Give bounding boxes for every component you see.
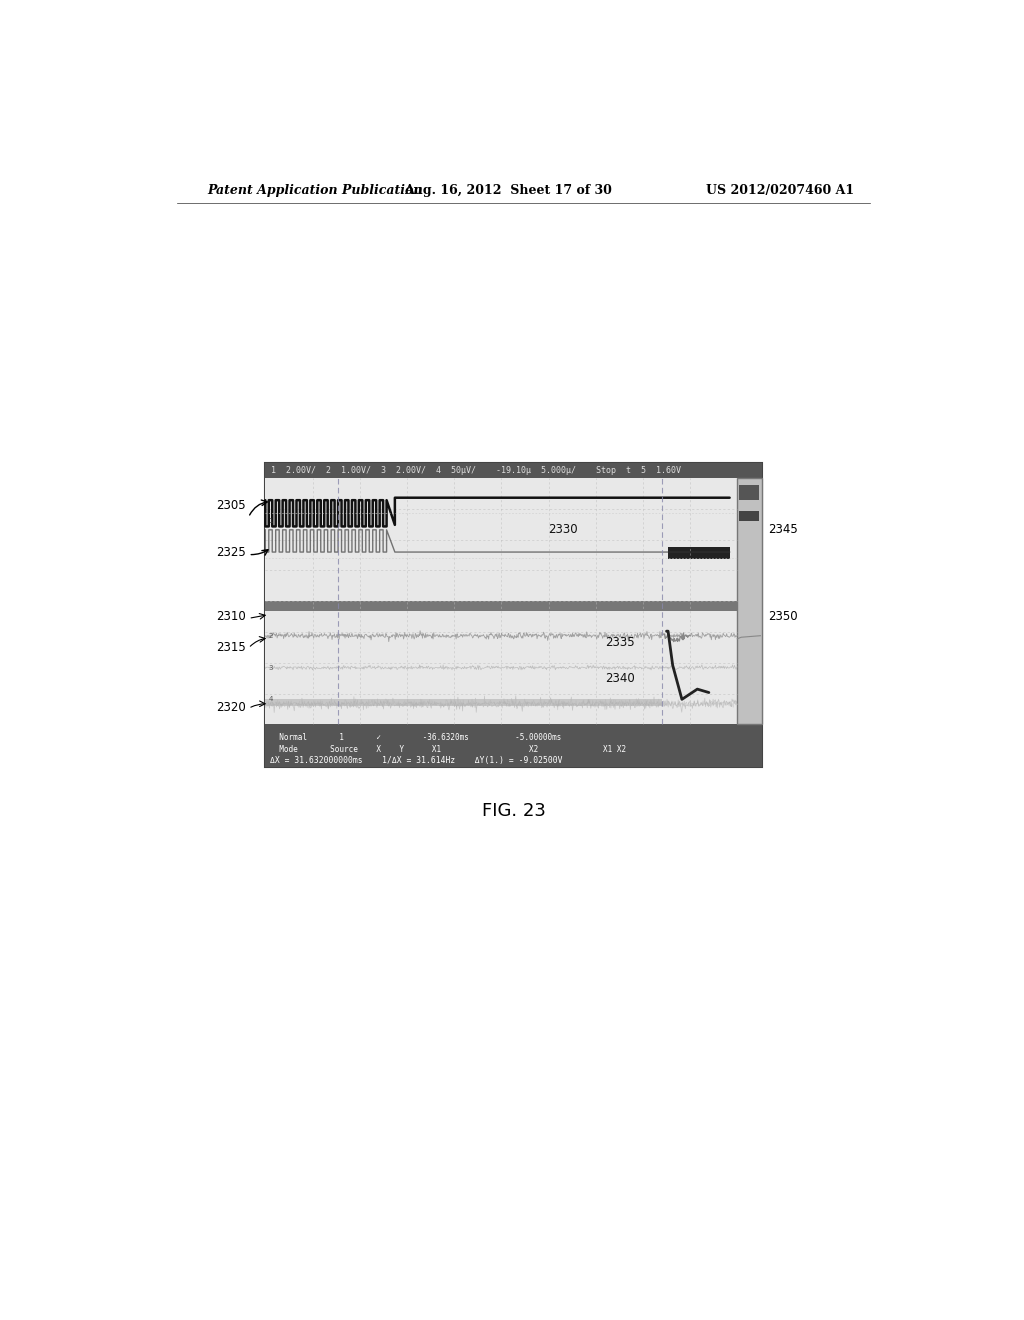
Text: Patent Application Publication: Patent Application Publication — [208, 185, 423, 197]
Text: 1: 1 — [268, 519, 272, 524]
Text: 2345: 2345 — [768, 523, 798, 536]
Text: 2: 2 — [268, 632, 272, 639]
Text: FIG. 23: FIG. 23 — [481, 803, 546, 820]
Bar — [265, 602, 737, 611]
Bar — [265, 725, 762, 767]
Bar — [265, 478, 762, 725]
Text: 2340: 2340 — [605, 672, 635, 685]
Text: Mode       Source    X    Y      X1                   X2              X1 X2: Mode Source X Y X1 X2 X1 X2 — [270, 746, 626, 754]
Bar — [265, 462, 762, 478]
Bar — [739, 486, 759, 500]
Text: Aug. 16, 2012  Sheet 17 of 30: Aug. 16, 2012 Sheet 17 of 30 — [403, 185, 611, 197]
Bar — [737, 478, 762, 725]
Text: 2335: 2335 — [605, 636, 635, 649]
Text: Normal       1       ✓         -36.6320ms          -5.00000ms: Normal 1 ✓ -36.6320ms -5.00000ms — [270, 733, 561, 742]
Text: 2315: 2315 — [216, 640, 246, 653]
Bar — [265, 700, 662, 705]
Text: US 2012/0207460 A1: US 2012/0207460 A1 — [707, 185, 854, 197]
Bar — [265, 462, 762, 767]
Text: 2350: 2350 — [768, 610, 798, 623]
Text: 2305: 2305 — [216, 499, 246, 512]
Bar — [739, 511, 759, 521]
Text: ΔX = 31.632000000ms    1/ΔX = 31.614Hz    ΔY(1.) = -9.02500V: ΔX = 31.632000000ms 1/ΔX = 31.614Hz ΔY(1… — [270, 756, 562, 766]
Text: 2320: 2320 — [216, 701, 246, 714]
Text: 2325: 2325 — [216, 545, 246, 558]
Text: 1  2.00V/  2  1.00V/  3  2.00V/  4  50μV/    -19.10μ  5.000μ/    Stop  t  5  1.6: 1 2.00V/ 2 1.00V/ 3 2.00V/ 4 50μV/ -19.1… — [271, 466, 681, 475]
Bar — [668, 546, 730, 560]
Text: 3: 3 — [268, 664, 272, 671]
Text: 4: 4 — [268, 697, 272, 702]
Text: 2330: 2330 — [549, 523, 579, 536]
Text: 2310: 2310 — [216, 610, 246, 623]
